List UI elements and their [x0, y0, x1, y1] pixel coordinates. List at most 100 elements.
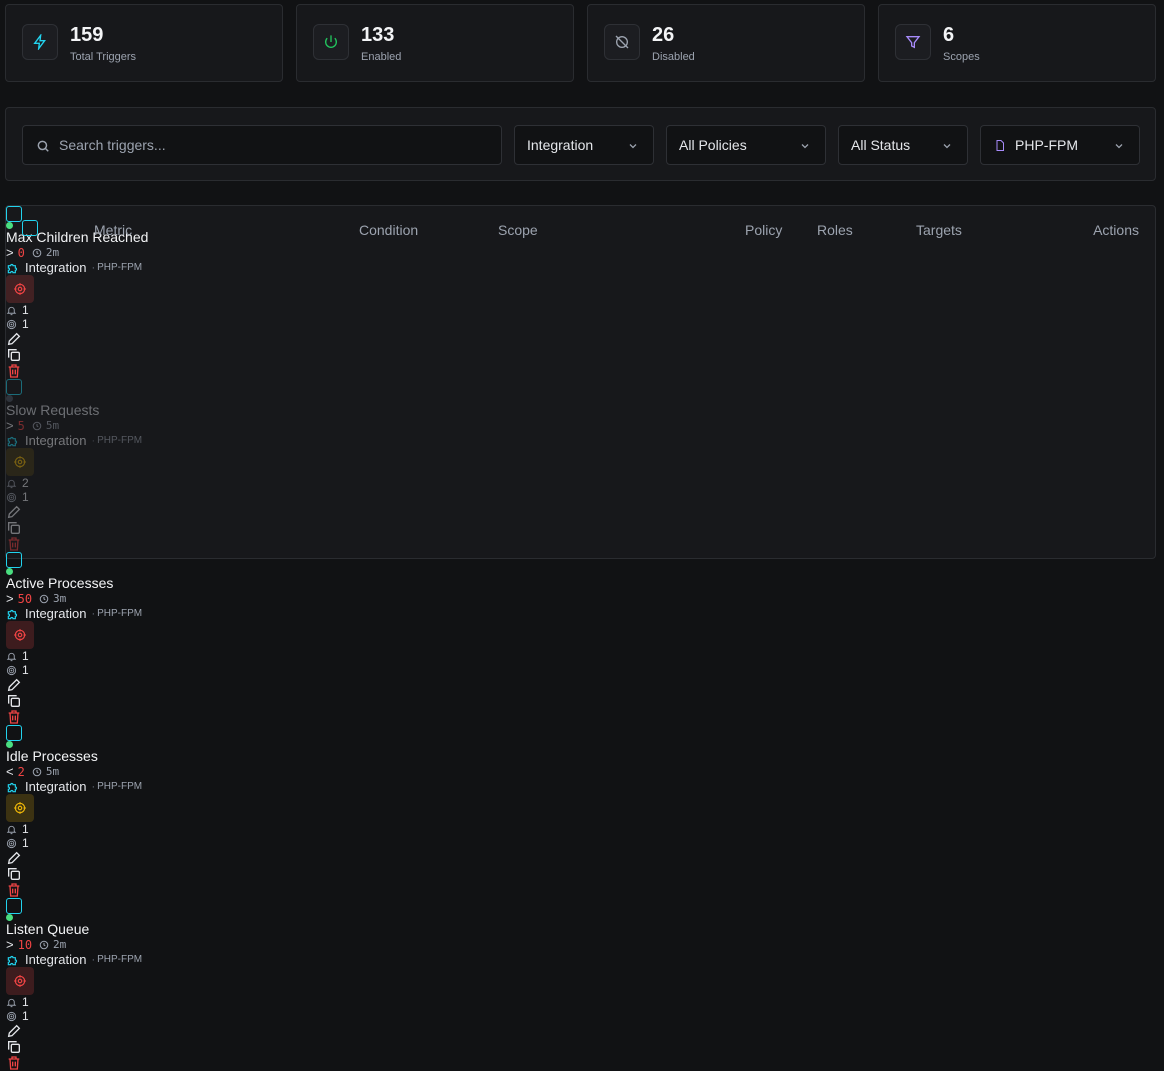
operator: < [6, 764, 14, 779]
edit-button[interactable] [6, 850, 1155, 866]
stat-label: Scopes [943, 51, 980, 63]
scope: Integration · PHP-FPM [6, 779, 1155, 794]
stat-icon [604, 24, 640, 60]
bell-icon [6, 997, 17, 1008]
targets-count: 1 [22, 490, 29, 504]
copy-button[interactable] [6, 693, 1155, 709]
policy-badge [6, 967, 34, 995]
scope-type: Integration [25, 433, 87, 448]
clock-icon [32, 421, 42, 431]
target-icon [6, 492, 17, 503]
target-icon [6, 665, 17, 676]
target-icon [6, 319, 17, 330]
status-dot [6, 395, 13, 402]
stat-value: 26 [652, 24, 675, 46]
bell-icon [6, 478, 17, 489]
row-checkbox[interactable] [6, 725, 22, 741]
stat-label: Enabled [361, 51, 402, 63]
roles: 2 [6, 476, 1155, 490]
dropdown-label: Integration [527, 137, 594, 153]
scope-separator: · [91, 953, 96, 966]
policy-icon [13, 628, 27, 642]
delete-button[interactable] [6, 363, 1155, 379]
policy-icon [13, 974, 27, 988]
targets-count: 1 [22, 317, 29, 331]
dropdown-label: PHP-FPM [1015, 137, 1078, 153]
roles: 1 [6, 649, 1155, 663]
scope-separator: · [91, 607, 96, 620]
stat-icon [313, 24, 349, 60]
bell-icon [6, 651, 17, 662]
triggers-table: Metric Condition Scope Policy Roles Targ… [5, 205, 1156, 1070]
targets: 1 [6, 836, 1155, 850]
scope-separator: · [91, 434, 96, 447]
scope-detail: PHP-FPM [97, 435, 143, 446]
table-row: Idle Processes <2 5m Integration · PHP-FPM 1 1 [6, 725, 1155, 898]
status-dot [6, 914, 13, 921]
row-checkbox[interactable] [6, 206, 22, 222]
scope-detail: PHP-FPM [97, 781, 143, 792]
table-row: Listen Queue >10 2m Integration · PHP-FPM 1 1 [6, 898, 1155, 1071]
stat-card: 26 Disabled [587, 4, 865, 82]
copy-button[interactable] [6, 520, 1155, 536]
roles: 1 [6, 303, 1155, 317]
duration: 3m [53, 592, 67, 605]
clock-icon [39, 594, 49, 604]
stat-value: 159 [70, 24, 104, 46]
clock-icon [32, 767, 42, 777]
dropdown[interactable]: All Policies [666, 125, 826, 165]
targets-count: 1 [22, 836, 29, 850]
target-icon [6, 1011, 17, 1022]
policy-icon [13, 282, 27, 296]
roles: 1 [6, 995, 1155, 1009]
scope-type: Integration [25, 260, 87, 275]
stat-value: 133 [361, 24, 395, 46]
delete-button[interactable] [6, 1055, 1155, 1071]
edit-button[interactable] [6, 331, 1155, 347]
duration: 5m [45, 765, 60, 778]
select-all-checkbox[interactable] [22, 220, 38, 236]
targets: 1 [6, 663, 1155, 677]
policy-icon [13, 455, 27, 469]
policy-icon [13, 801, 27, 815]
column-header: Metric [94, 222, 133, 238]
scope-separator: · [91, 261, 96, 274]
page: 159 Total Triggers 133 Enabled 26 Disabled … [5, 4, 1156, 1070]
copy-button[interactable] [6, 347, 1155, 363]
target-icon [6, 838, 17, 849]
condition: >5 5m [6, 418, 1155, 433]
delete-button[interactable] [6, 536, 1155, 552]
copy-button[interactable] [6, 866, 1155, 882]
condition: >10 2m [6, 937, 1155, 952]
status-dot [6, 568, 13, 575]
policy-badge [6, 621, 34, 649]
copy-button[interactable] [6, 1039, 1155, 1055]
row-checkbox[interactable] [6, 898, 22, 914]
scope-icon [6, 607, 20, 621]
scope-detail: PHP-FPM [97, 262, 143, 273]
scope: Integration · PHP-FPM [6, 952, 1155, 967]
edit-button[interactable] [6, 677, 1155, 693]
targets: 1 [6, 1009, 1155, 1023]
search-input[interactable]: Search triggers... [22, 125, 502, 165]
edit-button[interactable] [6, 504, 1155, 520]
condition: >0 2m [6, 245, 1155, 260]
policy-badge [6, 275, 34, 303]
dropdown[interactable]: Integration [514, 125, 654, 165]
delete-button[interactable] [6, 709, 1155, 725]
targets-count: 1 [22, 663, 29, 677]
dropdown[interactable]: PHP-FPM [980, 125, 1140, 165]
row-checkbox[interactable] [6, 379, 22, 395]
metric-name: Listen Queue [6, 921, 90, 937]
stat-label: Total Triggers [70, 51, 137, 63]
scope-separator: · [91, 780, 96, 793]
edit-button[interactable] [6, 1023, 1155, 1039]
targets-count: 1 [22, 1009, 29, 1023]
threshold: 0 [17, 245, 25, 260]
threshold: 2 [17, 764, 25, 779]
metric-name: Idle Processes [6, 748, 98, 764]
column-header: Policy [745, 222, 783, 238]
delete-button[interactable] [6, 882, 1155, 898]
dropdown[interactable]: All Status [838, 125, 968, 165]
column-header: Targets [916, 222, 962, 238]
